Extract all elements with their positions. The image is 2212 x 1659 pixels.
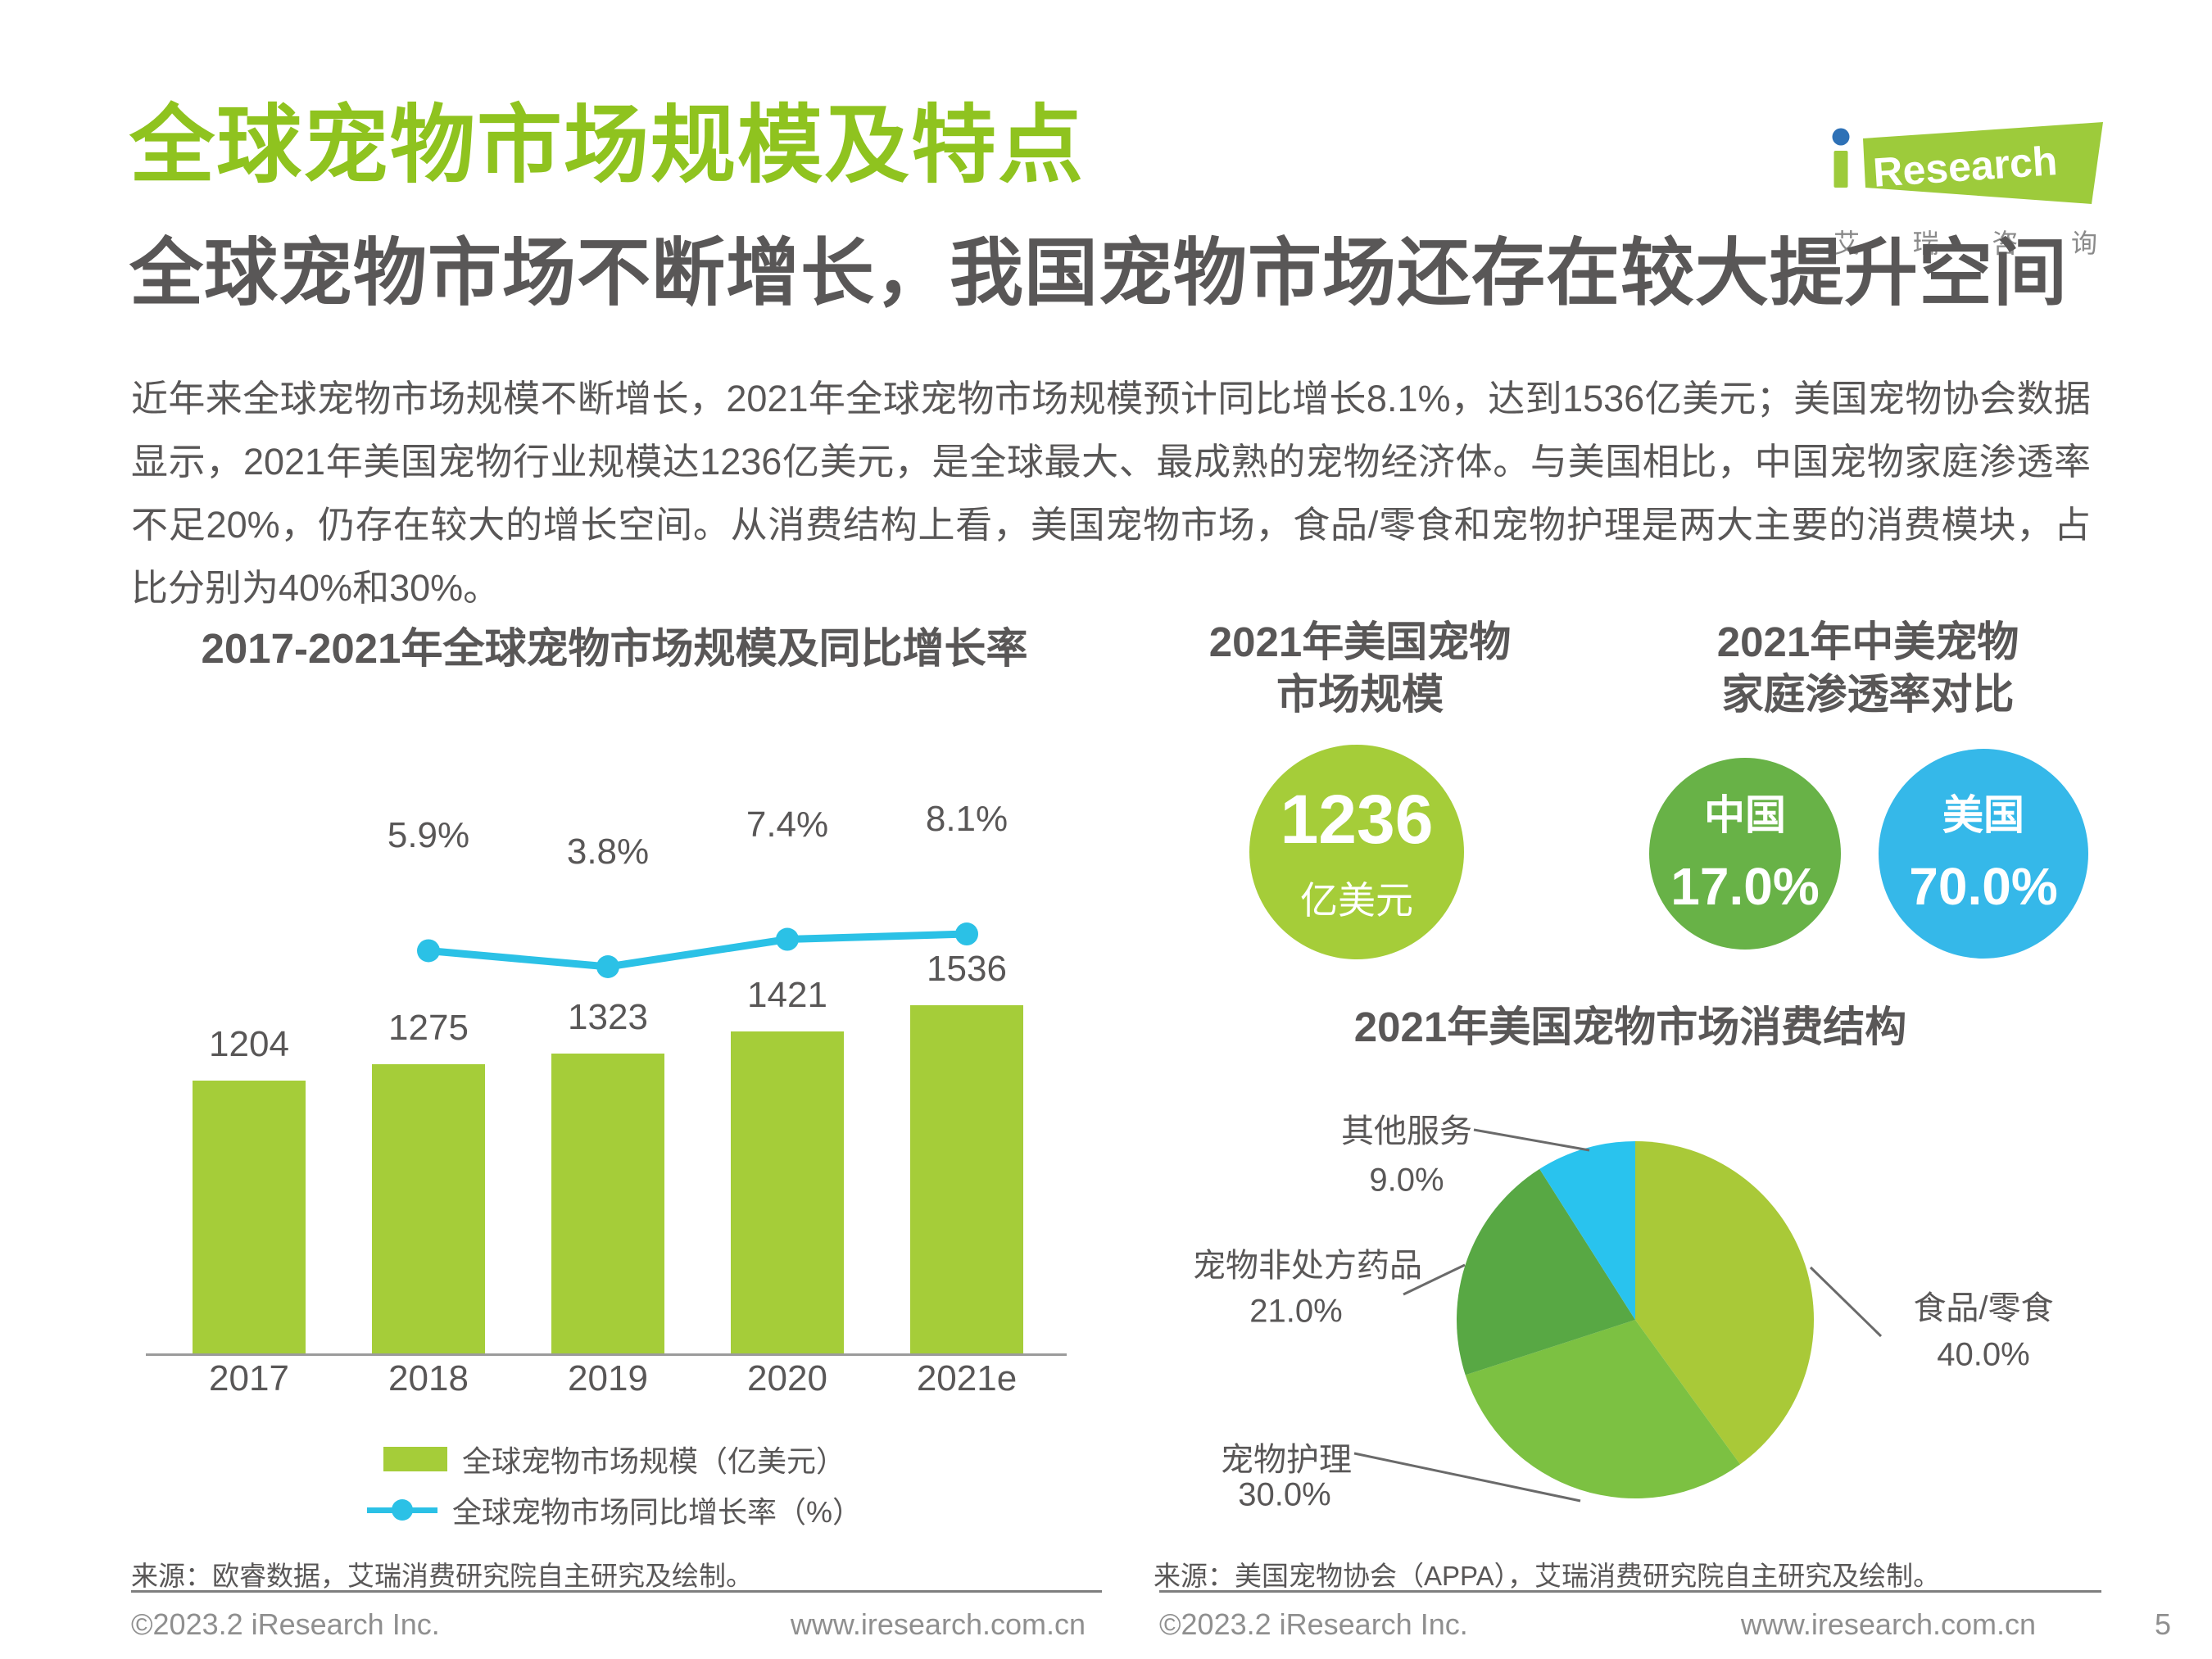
us-market-size-unit: 亿美元 [1300,879,1413,922]
logo-flag [1863,122,2103,204]
legend-item: 全球宠物市场规模（亿美元） [383,1442,845,1478]
pie-slice-其他服务 [1539,1141,1635,1320]
heading-line: 市场规模 [1276,671,1444,718]
pie-label-食品/零食: 食品/零食 [1913,1290,2054,1326]
growth-line-point [596,955,619,978]
page-title: 全球宠物市场规模及特点 [129,98,1086,193]
intro-paragraph: 近年来全球宠物市场规模不断增长，2021年全球宠物市场规模预计同比增长8.1%，… [131,378,2091,609]
pie-pct-食品/零食: 40.0% [1937,1336,2030,1373]
page-number: 5 [2155,1607,2172,1641]
heading-line: 2021年中美宠物 [1716,619,2019,665]
us-market-size-value: 1236 [1280,781,1434,858]
pie-chart-title: 2021年美国宠物市场消费结构 [1353,1004,1907,1050]
combo-chart: 1204 2017 1275 2018 1323 2019 1421 2020 1536 2021… [98,778,1131,1417]
pie-leader-宠物护理 [1353,1452,1581,1503]
website-right: www.iresearch.com.cn [1740,1607,2036,1641]
growth-point-label: 5.9% [387,815,470,856]
us-label: 美国 [1942,792,2024,838]
legend-label: 全球宠物市场同比增长率（%） [451,1495,862,1529]
bar-2021e [910,1005,1023,1353]
us-market-size-circle: 1236 亿美元 [1249,745,1464,959]
growth-line [428,930,968,971]
pie-pct-其他服务: 9.0% [1369,1162,1444,1199]
bar-value-label: 1204 [209,1024,289,1064]
bar-2020 [731,1031,844,1353]
line-marker-dot [391,1499,413,1521]
category-label: 2018 [388,1358,469,1398]
logo-cn-char: 咨 [1992,229,2019,258]
pie-chart [1353,1128,1883,1503]
china-penetration-circle: 中国 17.0% [1649,758,1841,950]
x-axis-line [146,1353,1067,1356]
copyright-right: ©2023.2 iResearch Inc. [1159,1607,1468,1641]
category-label: 2017 [209,1358,289,1398]
logo-cn-char: 艾 [1834,229,1861,258]
pie-pct-宠物非处方药品: 21.0% [1249,1293,1343,1330]
line-legend-marker [366,1498,437,1522]
bar-value-label: 1421 [747,975,827,1015]
pie-leader-其他服务 [1473,1128,1590,1152]
pie-slice-宠物非处方药品 [1457,1168,1635,1376]
growth-point-label: 3.8% [566,832,650,872]
category-label: 2020 [747,1358,827,1398]
footer-right: ©2023.2 iResearch Inc. www.iresearch.com… [1159,1607,2036,1642]
footer-left: ©2023.2 iResearch Inc. www.iresearch.com… [131,1607,1086,1642]
growth-line-point [776,927,799,951]
logo-cn-char: 瑞 [1912,229,1939,258]
legend-label: 全球宠物市场规模（亿美元） [461,1444,845,1478]
heading-line: 2021年美国宠物 [1208,619,1512,665]
logo-i-stem [1834,151,1848,188]
source-note-left: 来源：欧睿数据，艾瑞消费研究院自主研究及绘制。 [131,1561,753,1591]
growth-line-layer [417,922,978,978]
pie-pct-宠物护理: 30.0% [1238,1476,1331,1513]
china-label: 中国 [1704,792,1786,838]
category-label: 2021e [916,1358,1018,1398]
pie-leader-食品/零食 [1809,1266,1883,1338]
website-left: www.iresearch.com.cn [790,1607,1086,1641]
logo-cn-char: 询 [2070,229,2097,258]
pie-label-其他服务: 其他服务 [1341,1113,1472,1149]
combo-legend: 全球宠物市场规模（亿美元） 全球宠物市场同比增长率（%） [98,1442,1131,1529]
bar-value-label: 1323 [568,997,648,1037]
pie-slice-宠物护理 [1465,1320,1741,1498]
pie-label-宠物非处方药品: 宠物非处方药品 [1193,1248,1422,1284]
growth-line-point [417,939,440,963]
logo-i-dot [1832,128,1850,146]
bar-value-label: 1536 [927,949,1007,989]
page-subtitle: 全球宠物市场不断增长，我国宠物市场还存在较大提升空间 [129,233,2068,315]
source-note-right: 来源：美国宠物协会（APPA），艾瑞消费研究院自主研究及绘制。 [1154,1561,1941,1591]
combo-chart-title: 2017-2021年全球宠物市场规模及同比增长率 [201,625,1028,672]
growth-point-label: 7.4% [746,804,829,845]
us-penetration-circle: 美国 70.0% [1879,749,2088,959]
us-value: 70.0% [1909,857,2058,916]
growth-line-point [955,922,978,946]
bar-value-label: 1275 [388,1008,469,1048]
logo-chinese-name: 艾 瑞 咨 询 [1834,223,2097,261]
heading-line: 家庭渗透率对比 [1721,671,2015,718]
copyright-left: ©2023.2 iResearch Inc. [131,1607,440,1641]
bar-legend-marker [383,1447,447,1471]
growth-point-label: 8.1% [925,799,1009,839]
pie-leader-宠物非处方药品 [1403,1263,1466,1296]
pie-label-宠物护理: 宠物护理 [1221,1442,1352,1478]
logo-graphic: Research [1832,122,2103,204]
bar-2019 [551,1054,664,1353]
footer-divider-right [1159,1590,2101,1593]
bar-2017 [193,1081,306,1353]
footer-divider-left [131,1590,1102,1593]
bar-2018 [372,1064,485,1353]
us-market-heading: 2021年美国宠物 市场规模 [1147,616,1573,721]
iresearch-logo: Research [1802,115,2105,229]
china-value: 17.0% [1670,857,1820,916]
penetration-heading: 2021年中美宠物 家庭渗透率对比 [1647,616,2089,721]
pie-slice-食品/零食 [1635,1141,1815,1465]
category-label: 2019 [568,1358,648,1398]
legend-item: 全球宠物市场同比增长率（%） [366,1493,862,1529]
